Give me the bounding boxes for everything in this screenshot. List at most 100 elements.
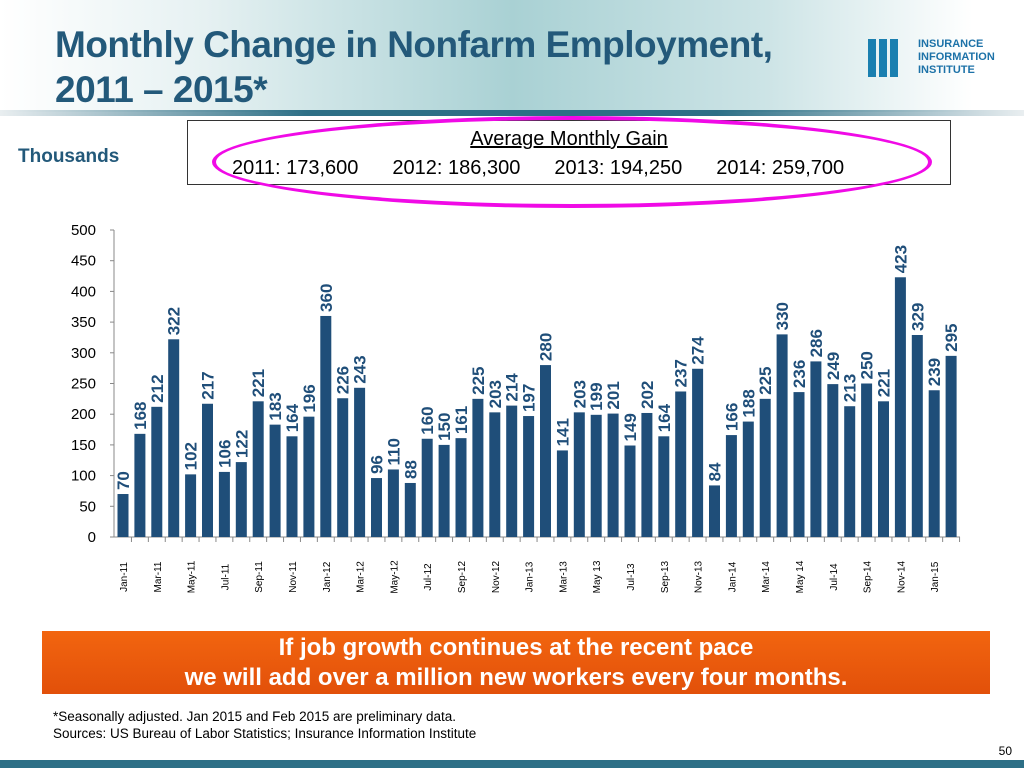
data-label: 196 bbox=[300, 384, 319, 412]
data-label: 150 bbox=[435, 413, 454, 441]
x-tick-label: Jan-15 bbox=[930, 561, 941, 592]
bar bbox=[641, 412, 653, 537]
data-label: 322 bbox=[165, 307, 184, 335]
bar bbox=[945, 355, 957, 537]
x-tick-label: May-12 bbox=[389, 560, 400, 594]
data-label: 237 bbox=[672, 359, 691, 387]
bar bbox=[759, 398, 771, 537]
x-tick-label: Jul-14 bbox=[829, 563, 840, 591]
bar bbox=[185, 474, 197, 537]
data-label: 250 bbox=[858, 351, 877, 379]
y-tick-label: 350 bbox=[71, 314, 96, 331]
data-label: 360 bbox=[317, 284, 336, 312]
x-tick-label: Nov-14 bbox=[896, 560, 907, 593]
data-label: 203 bbox=[570, 380, 589, 408]
bar bbox=[928, 390, 940, 537]
x-tick-label: May 14 bbox=[795, 560, 806, 593]
data-label: 295 bbox=[942, 323, 961, 351]
data-label: 221 bbox=[875, 369, 894, 397]
bar bbox=[438, 444, 450, 537]
y-tick-label: 150 bbox=[71, 437, 96, 454]
x-tick-label: Jan-14 bbox=[727, 561, 738, 592]
data-label: 423 bbox=[891, 245, 910, 273]
highlight-ellipse bbox=[212, 116, 932, 208]
bar bbox=[286, 436, 298, 537]
callout-banner: If job growth continues at the recent pa… bbox=[42, 631, 990, 694]
x-tick-label: Sep-11 bbox=[254, 561, 265, 593]
bar bbox=[404, 482, 416, 537]
footnote: *Seasonally adjusted. Jan 2015 and Feb 2… bbox=[53, 709, 457, 724]
bar bbox=[861, 383, 873, 537]
data-label: 243 bbox=[351, 355, 370, 383]
bar bbox=[168, 339, 180, 537]
data-label: 274 bbox=[689, 336, 708, 365]
x-tick-label: Mar-11 bbox=[153, 561, 164, 592]
x-tick-label: Sep-12 bbox=[457, 560, 468, 593]
bar bbox=[387, 469, 399, 537]
bar bbox=[844, 406, 856, 537]
data-label: 88 bbox=[401, 460, 420, 479]
y-tick-label: 50 bbox=[79, 498, 96, 515]
data-label: 249 bbox=[824, 352, 843, 380]
bar bbox=[489, 412, 501, 537]
bar bbox=[337, 398, 349, 537]
bar bbox=[540, 365, 551, 537]
data-label: 164 bbox=[283, 403, 302, 432]
x-tick-label: Jul-13 bbox=[626, 563, 637, 591]
data-label: 197 bbox=[520, 384, 539, 412]
y-tick-label: 400 bbox=[71, 283, 96, 300]
bar bbox=[455, 438, 467, 537]
bar bbox=[607, 413, 619, 537]
bar bbox=[590, 414, 602, 537]
bar bbox=[354, 387, 366, 537]
data-label: 201 bbox=[604, 381, 623, 409]
data-label: 149 bbox=[621, 413, 640, 441]
data-label: 110 bbox=[384, 438, 403, 465]
x-tick-label: May-11 bbox=[187, 560, 198, 593]
bar bbox=[235, 462, 247, 537]
data-label: 236 bbox=[790, 360, 809, 388]
bar bbox=[894, 277, 906, 537]
bar bbox=[793, 392, 805, 537]
header-divider bbox=[0, 110, 1024, 116]
data-label: 188 bbox=[739, 389, 758, 417]
data-label: 102 bbox=[182, 442, 201, 470]
bar bbox=[252, 401, 264, 537]
bar bbox=[742, 421, 754, 537]
data-label: 329 bbox=[908, 303, 927, 331]
bar bbox=[320, 315, 332, 537]
bar bbox=[202, 403, 213, 537]
y-tick-label: 300 bbox=[71, 345, 96, 362]
y-tick-label: 0 bbox=[88, 529, 96, 546]
footnotes: *Seasonally adjusted. Jan 2015 and Feb 2… bbox=[53, 708, 476, 742]
bar bbox=[725, 435, 737, 537]
bar bbox=[827, 384, 839, 537]
logo-mark-icon bbox=[868, 38, 912, 77]
x-tick-label: Nov-13 bbox=[694, 560, 705, 593]
data-label: 70 bbox=[114, 471, 133, 490]
x-tick-label: Nov-12 bbox=[491, 560, 502, 593]
bar bbox=[658, 436, 670, 537]
source-note: Sources: US Bureau of Labor Statistics; … bbox=[53, 726, 477, 741]
x-tick-label: Jan-13 bbox=[525, 561, 536, 592]
data-label: 96 bbox=[368, 455, 387, 474]
data-label: 161 bbox=[452, 406, 471, 434]
bar bbox=[810, 361, 822, 537]
logo-text: INFORMATION bbox=[918, 51, 995, 63]
bar bbox=[709, 485, 720, 537]
x-tick-label: May 13 bbox=[592, 560, 603, 593]
data-label: 122 bbox=[232, 430, 251, 458]
data-label: 280 bbox=[537, 333, 556, 361]
header-background bbox=[0, 0, 1024, 112]
bar bbox=[624, 445, 636, 537]
bar bbox=[371, 478, 382, 537]
data-label: 203 bbox=[486, 380, 505, 408]
x-tick-label: Sep-14 bbox=[863, 560, 874, 593]
data-label: 226 bbox=[334, 366, 353, 394]
data-label: 202 bbox=[638, 381, 657, 409]
y-tick-label: 250 bbox=[71, 376, 96, 393]
logo-text: INSTITUTE bbox=[918, 64, 975, 76]
x-tick-label: Nov-11 bbox=[288, 561, 299, 593]
data-label: 199 bbox=[587, 382, 606, 410]
